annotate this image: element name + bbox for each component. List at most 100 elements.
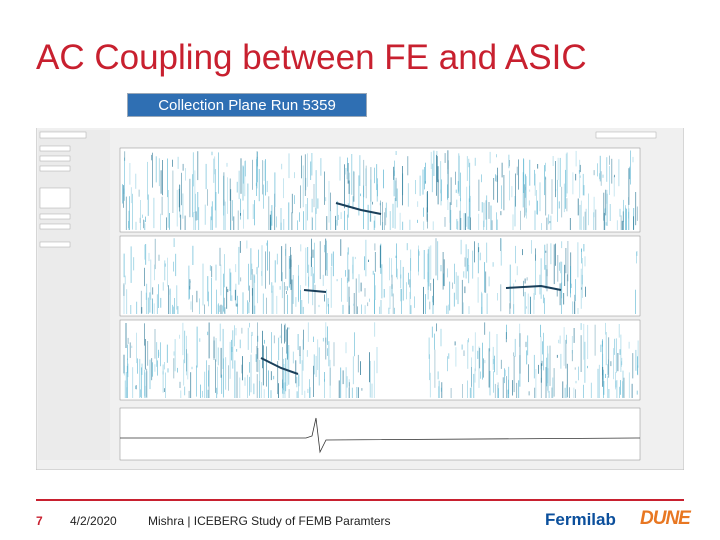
noise-stripe: [126, 365, 128, 398]
noise-stripe: [609, 166, 610, 195]
noise-stripe: [258, 169, 260, 202]
noise-stripe: [485, 271, 487, 293]
noise-stripe: [584, 256, 586, 267]
noise-stripe: [468, 306, 470, 314]
noise-stripe: [176, 189, 178, 227]
noise-stripe: [418, 245, 419, 276]
noise-stripe: [579, 164, 581, 173]
noise-stripe: [626, 208, 627, 230]
noise-stripe: [535, 254, 536, 295]
noise-stripe: [222, 305, 223, 314]
noise-stripe: [167, 158, 168, 198]
noise-stripe: [616, 380, 618, 398]
noise-stripe: [288, 389, 290, 398]
noise-stripe: [452, 282, 453, 289]
noise-stripe: [125, 323, 127, 348]
noise-stripe: [124, 151, 126, 161]
noise-stripe: [344, 210, 345, 230]
noise-stripe: [248, 263, 249, 291]
noise-stripe: [490, 205, 492, 230]
noise-stripe: [262, 345, 264, 386]
noise-stripe: [508, 154, 510, 169]
noise-stripe: [192, 152, 194, 187]
noise-stripe: [310, 161, 312, 180]
noise-stripe: [546, 357, 548, 387]
noise-stripe: [158, 254, 160, 261]
noise-stripe: [566, 274, 568, 297]
noise-stripe: [409, 219, 411, 230]
noise-stripe: [249, 285, 250, 303]
noise-stripe: [524, 184, 525, 218]
noise-stripe: [189, 285, 190, 299]
noise-stripe: [147, 194, 149, 216]
noise-stripe: [214, 169, 216, 211]
noise-stripe: [250, 354, 252, 393]
noise-stripe: [313, 365, 314, 397]
noise-stripe: [167, 257, 168, 287]
noise-stripe: [183, 359, 185, 386]
noise-stripe: [172, 304, 173, 314]
noise-stripe: [209, 265, 211, 271]
noise-stripe: [566, 198, 568, 212]
noise-stripe: [540, 363, 542, 383]
noise-stripe: [606, 193, 608, 226]
noise-stripe: [302, 165, 304, 208]
noise-stripe: [355, 278, 357, 314]
noise-stripe: [380, 300, 382, 314]
noise-stripe: [130, 187, 132, 204]
noise-stripe: [252, 159, 253, 190]
noise-stripe: [621, 357, 623, 365]
noise-stripe: [327, 298, 329, 307]
noise-stripe: [269, 214, 271, 230]
page-number: 7: [36, 514, 43, 528]
noise-stripe: [447, 268, 448, 278]
noise-stripe: [249, 376, 250, 396]
noise-stripe: [391, 284, 393, 297]
noise-stripe: [373, 360, 375, 398]
noise-stripe: [298, 374, 299, 398]
noise-stripe: [394, 160, 395, 176]
noise-stripe: [312, 249, 314, 258]
noise-stripe: [374, 215, 376, 228]
noise-stripe: [173, 306, 174, 314]
noise-stripe: [458, 153, 460, 192]
noise-stripe: [240, 213, 241, 216]
noise-stripe: [298, 374, 300, 387]
noise-stripe: [527, 293, 529, 314]
noise-stripe: [259, 380, 260, 398]
noise-stripe: [373, 220, 375, 230]
noise-stripe: [549, 345, 551, 386]
noise-stripe: [364, 305, 366, 314]
noise-stripe: [273, 375, 275, 380]
noise-stripe: [149, 359, 151, 390]
noise-stripe: [540, 258, 542, 299]
noise-stripe: [217, 347, 219, 366]
noise-stripe: [535, 248, 536, 261]
noise-stripe: [369, 352, 370, 383]
noise-stripe: [279, 286, 281, 290]
noise-stripe: [564, 387, 566, 398]
noise-stripe: [278, 383, 279, 398]
noise-stripe: [365, 239, 367, 277]
noise-stripe: [128, 210, 130, 230]
noise-stripe: [427, 272, 429, 300]
noise-stripe: [555, 189, 557, 192]
noise-stripe: [557, 157, 559, 181]
noise-stripe: [162, 364, 164, 375]
noise-stripe: [152, 287, 154, 295]
noise-stripe: [600, 344, 602, 353]
noise-stripe: [374, 322, 376, 337]
noise-stripe: [613, 175, 615, 197]
noise-stripe: [219, 305, 221, 312]
noise-stripe: [623, 199, 624, 222]
noise-stripe: [346, 376, 348, 388]
noise-stripe: [489, 370, 491, 396]
noise-stripe: [583, 216, 584, 230]
noise-stripe: [300, 185, 301, 209]
noise-stripe: [317, 198, 319, 209]
noise-stripe: [595, 209, 597, 230]
noise-stripe: [264, 339, 265, 344]
noise-stripe: [338, 380, 340, 398]
noise-stripe: [566, 363, 568, 398]
noise-stripe: [241, 327, 243, 334]
